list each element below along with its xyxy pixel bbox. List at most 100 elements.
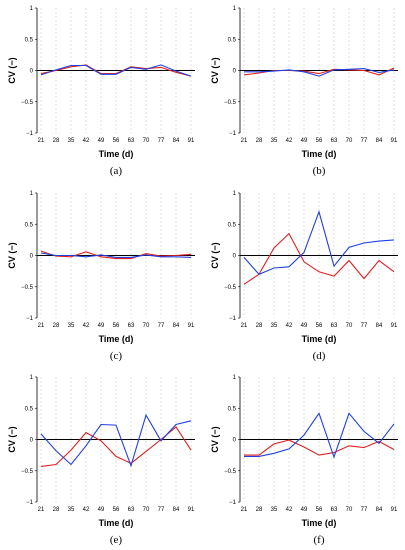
x-tick-label: 35 <box>68 138 75 144</box>
x-tick-label: 91 <box>391 323 398 329</box>
y-axis-label: CV (−) <box>7 426 17 452</box>
y-tick-label: −0.5 <box>21 100 34 106</box>
y-tick-label: −0.5 <box>21 285 34 291</box>
x-tick-label: 35 <box>271 323 278 329</box>
x-tick-label: 56 <box>316 507 323 513</box>
series-line-blue <box>243 210 395 275</box>
x-tick-label: 42 <box>83 323 90 329</box>
x-axis-label: Time (d) <box>99 334 134 344</box>
x-tick-label: 28 <box>53 138 60 144</box>
x-tick-label: 91 <box>188 507 195 513</box>
y-tick-label: 1 <box>30 375 34 381</box>
chart-panel-2: −1 −0.5 0 0.5 1 21 28 35 42 49 56 63 70 77 84 91 Time (d… <box>210 6 398 177</box>
x-tick-label: 49 <box>301 507 308 513</box>
y-tick-label: 0 <box>233 438 237 444</box>
x-tick-label: 84 <box>173 323 180 329</box>
x-tick-label: 84 <box>173 138 180 144</box>
x-tick-label: 63 <box>128 507 135 513</box>
y-tick-label: −0.5 <box>224 100 237 106</box>
y-tick-label: −1 <box>26 316 34 322</box>
x-axis-label: Time (d) <box>302 334 337 344</box>
x-tick-label: 70 <box>143 323 150 329</box>
x-tick-label: 42 <box>83 507 90 513</box>
x-tick-label: 70 <box>346 323 353 329</box>
x-tick-label: 42 <box>286 323 293 329</box>
y-axis-label: CV (−) <box>210 57 220 83</box>
x-tick-label: 21 <box>38 323 45 329</box>
y-tick-label: 0.5 <box>25 222 34 228</box>
x-tick-label: 77 <box>361 323 368 329</box>
y-axis-label: CV (−) <box>7 57 17 83</box>
x-tick-label: 35 <box>68 323 75 329</box>
y-tick-label: 0.5 <box>228 37 237 43</box>
x-tick-label: 70 <box>346 138 353 144</box>
x-tick-label: 35 <box>271 138 278 144</box>
series-line-blue <box>40 64 192 77</box>
x-tick-label: 77 <box>158 138 165 144</box>
y-axis-label: CV (−) <box>210 242 220 268</box>
x-axis-label: Time (d) <box>99 149 134 159</box>
x-tick-label: 63 <box>128 138 135 144</box>
x-tick-label: 77 <box>361 507 368 513</box>
x-tick-label: 21 <box>38 138 45 144</box>
x-axis-label: Time (d) <box>302 149 337 159</box>
chart-panel-4: −1 −0.5 0 0.5 1 21 28 35 42 49 56 63 70 77 84 91 Time (d… <box>210 191 398 362</box>
x-tick-label: 63 <box>331 138 338 144</box>
x-tick-label: 56 <box>113 507 120 513</box>
x-tick-label: 49 <box>301 138 308 144</box>
x-tick-label: 49 <box>301 323 308 329</box>
x-tick-label: 84 <box>376 323 383 329</box>
x-tick-label: 56 <box>316 138 323 144</box>
y-tick-label: 1 <box>30 6 34 12</box>
x-tick-label: 91 <box>391 138 398 144</box>
panel-caption: (a) <box>110 165 123 177</box>
y-tick-label: 1 <box>30 191 34 197</box>
y-tick-label: 0 <box>30 254 34 260</box>
x-tick-label: 56 <box>113 323 120 329</box>
x-tick-label: 84 <box>376 507 383 513</box>
y-tick-label: −1 <box>229 131 237 137</box>
x-tick-label: 77 <box>361 138 368 144</box>
x-tick-label: 63 <box>331 323 338 329</box>
x-tick-label: 28 <box>256 507 263 513</box>
y-axis-label: CV (−) <box>7 242 17 268</box>
chart-panel-1: −1 −0.5 0 0.5 1 21 28 35 42 49 56 63 70 77 84 91 Time (d… <box>7 6 195 177</box>
series-line-blue <box>40 252 192 258</box>
x-tick-label: 56 <box>113 138 120 144</box>
x-tick-label: 28 <box>256 138 263 144</box>
series-line-blue <box>244 412 395 459</box>
y-tick-label: 1 <box>233 6 237 12</box>
x-tick-label: 63 <box>331 507 338 513</box>
x-tick-label: 70 <box>143 138 150 144</box>
panel-caption: (b) <box>313 165 326 177</box>
y-tick-label: −0.5 <box>21 469 34 475</box>
x-tick-label: 21 <box>38 507 45 513</box>
x-tick-label: 91 <box>391 507 398 513</box>
y-tick-label: −1 <box>229 316 237 322</box>
x-tick-label: 21 <box>241 507 248 513</box>
series-line-red <box>243 232 395 285</box>
x-tick-label: 84 <box>376 138 383 144</box>
y-tick-label: 0.5 <box>228 406 237 412</box>
x-tick-label: 70 <box>346 507 353 513</box>
x-tick-label: 35 <box>68 507 75 513</box>
y-tick-label: −1 <box>26 500 34 506</box>
x-tick-label: 63 <box>128 323 135 329</box>
y-tick-label: −0.5 <box>224 285 237 291</box>
chart-panel-6: −1 −0.5 0 0.5 1 21 28 35 42 49 56 63 70 77 84 91 Time (d… <box>210 375 398 546</box>
series-line-red <box>40 64 192 77</box>
x-tick-label: 84 <box>173 507 180 513</box>
x-axis-label: Time (d) <box>99 518 134 528</box>
x-tick-label: 35 <box>271 507 278 513</box>
x-tick-label: 49 <box>98 323 105 329</box>
y-tick-label: 0 <box>233 254 237 260</box>
series-line-red <box>40 250 192 260</box>
x-tick-label: 91 <box>188 138 195 144</box>
panel-caption: (e) <box>110 534 123 546</box>
chart-panel-3: −1 −0.5 0 0.5 1 21 28 35 42 49 56 63 70 77 84 91 Time (d… <box>7 191 195 362</box>
y-tick-label: −1 <box>229 500 237 506</box>
panel-caption: (c) <box>110 350 123 362</box>
series-line-blue <box>244 68 395 77</box>
x-tick-label: 28 <box>53 323 60 329</box>
